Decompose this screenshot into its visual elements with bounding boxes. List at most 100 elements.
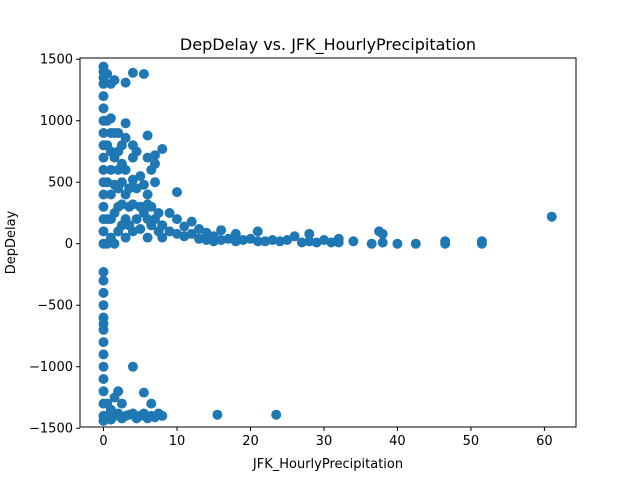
scatter-point — [377, 228, 388, 239]
scatter-point — [271, 409, 282, 420]
scatter-point — [98, 386, 109, 397]
scatter-point — [157, 232, 168, 243]
scatter-point — [172, 214, 182, 225]
scatter-point — [98, 300, 109, 311]
y-tick-label: 500 — [48, 176, 73, 191]
scatter-point — [333, 237, 344, 248]
scatter-point — [146, 201, 157, 212]
scatter-point — [194, 224, 204, 234]
scatter-point — [131, 214, 142, 225]
x-tick-label: 20 — [242, 434, 259, 449]
scatter-point — [116, 177, 127, 188]
scatter-point — [546, 211, 557, 222]
scatter-point — [105, 113, 116, 124]
scatter-point — [127, 174, 138, 185]
scatter-point — [230, 228, 241, 239]
y-tick-label: −1500 — [29, 422, 73, 437]
plot-frame — [79, 57, 577, 428]
x-tick-label: 30 — [316, 434, 333, 449]
scatter-point — [124, 183, 135, 194]
scatter-point — [120, 118, 131, 129]
scatter-point — [410, 238, 421, 249]
scatter-point — [150, 150, 160, 161]
scatter-point — [98, 201, 109, 212]
scatter-point — [179, 221, 190, 232]
scatter-point — [113, 386, 124, 397]
x-axis-label: JFK_HourlyPrecipitation — [252, 457, 403, 472]
scatter-point — [98, 337, 109, 348]
x-tick-label: 0 — [99, 434, 107, 449]
scatter-point — [212, 409, 223, 420]
y-axis: −1500 −1000 −500 0 500 1000 1500 — [29, 53, 80, 437]
scatter-point — [98, 226, 109, 237]
scatter-point — [98, 78, 109, 89]
scatter-point — [102, 69, 113, 79]
scatter-point — [138, 69, 149, 79]
scatter-point — [153, 208, 164, 218]
scatter-point — [98, 91, 109, 102]
scatter-point — [289, 231, 300, 242]
scatter-point — [150, 158, 160, 169]
scatter-point — [120, 164, 131, 175]
scatter-point — [138, 179, 149, 190]
x-tick-label: 50 — [463, 434, 480, 449]
chart-title: DepDelay vs. JFK_HourlyPrecipitation — [180, 35, 476, 55]
scatter-point — [105, 189, 116, 200]
scatter-point — [98, 103, 109, 114]
scatter-point — [208, 236, 219, 247]
scatter-point — [366, 238, 377, 249]
y-axis-label: DepDelay — [4, 210, 19, 274]
x-tick-label: 60 — [536, 434, 553, 449]
scatter-point — [194, 233, 204, 244]
scatter-point — [186, 228, 197, 239]
scatter-point — [377, 237, 388, 248]
scatter-point — [127, 361, 138, 372]
x-tick-label: 10 — [169, 434, 186, 449]
scatter-point — [146, 398, 157, 409]
scatter-point — [127, 67, 138, 78]
scatter-point — [135, 224, 146, 234]
scatter-point — [392, 238, 403, 249]
scatter-point — [296, 237, 307, 248]
scatter-point — [120, 132, 131, 143]
scatter-point — [98, 128, 109, 138]
y-tick-label: 1500 — [40, 53, 73, 68]
scatter-point — [157, 220, 168, 231]
scatter-point — [98, 189, 109, 200]
scatter-point — [142, 232, 153, 243]
scatter-point — [98, 374, 109, 384]
scatter-point — [135, 171, 146, 182]
scatter-point — [142, 130, 153, 141]
scatter-point — [252, 236, 263, 247]
scatter-point — [98, 349, 109, 360]
y-tick-label: 1000 — [40, 114, 73, 129]
scatter-point — [109, 238, 120, 249]
scatter-point — [105, 164, 116, 175]
scatter-point — [98, 275, 109, 286]
scatter-point — [172, 187, 182, 198]
scatter-point — [252, 226, 263, 237]
scatter-point — [98, 267, 109, 277]
scatter-point — [216, 225, 227, 236]
scatter-point — [98, 164, 109, 175]
y-tick-label: −1000 — [29, 360, 73, 375]
scatter-point — [120, 232, 131, 243]
scatter-point — [98, 152, 109, 163]
scatter-point — [138, 387, 149, 398]
scatter-point — [157, 410, 168, 421]
scatter-point — [120, 77, 131, 88]
scatter-point — [267, 235, 278, 245]
scatter-point — [186, 216, 197, 227]
scatter-point — [113, 128, 124, 138]
scatter-point — [142, 189, 153, 200]
scatter-point — [116, 398, 127, 409]
x-axis: 0 10 20 30 40 50 60 — [99, 427, 553, 449]
y-tick-label: −500 — [37, 299, 73, 314]
scatter-point — [109, 75, 120, 86]
plot-points — [98, 61, 557, 426]
scatter-point — [131, 146, 142, 157]
scatter-point — [476, 238, 487, 249]
scatter-point — [98, 361, 109, 372]
y-tick-label: 0 — [65, 237, 73, 252]
scatter-point — [150, 177, 160, 188]
